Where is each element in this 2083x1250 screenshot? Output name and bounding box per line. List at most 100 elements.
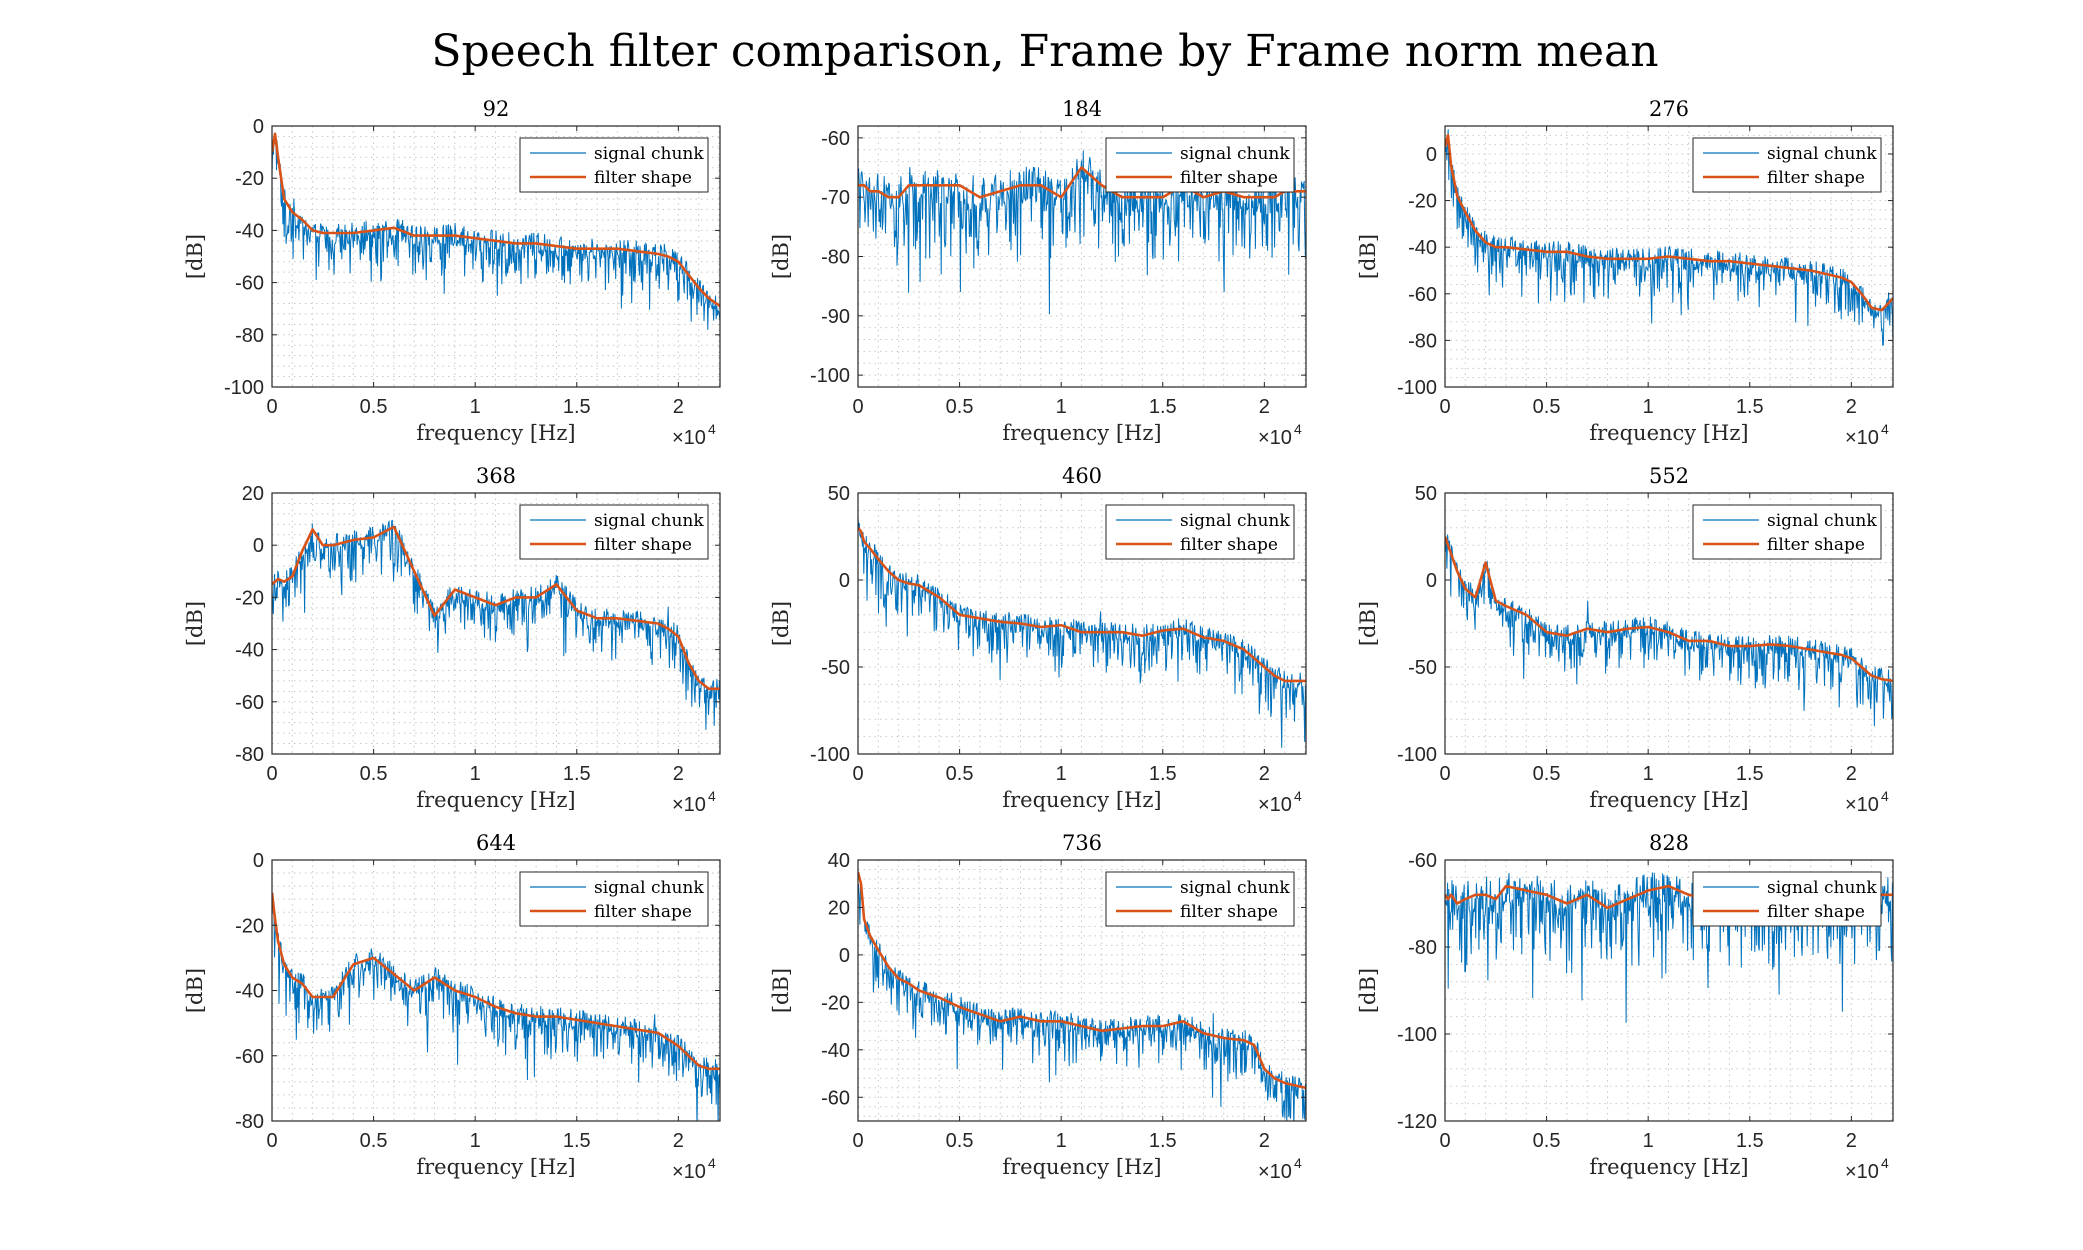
x-axis-label: frequency [Hz] — [416, 1155, 575, 1179]
subplot-title: 736 — [1062, 831, 1102, 855]
legend: signal chunk filter shape — [519, 871, 709, 927]
x-tick-label: 1.5 — [1149, 763, 1177, 785]
legend: signal chunk filter shape — [519, 137, 709, 193]
y-tick-label: -80 — [1408, 330, 1437, 352]
y-tick-label: -60 — [821, 1087, 850, 1109]
x-tick-label: 0.5 — [1533, 396, 1561, 418]
y-tick-label: 50 — [1415, 483, 1437, 505]
legend-label-signal: signal chunk — [1180, 878, 1290, 898]
x-tick-label: 1.5 — [1736, 763, 1764, 785]
y-tick-label: -20 — [1408, 191, 1437, 213]
y-tick-label: -20 — [235, 587, 264, 609]
x-axis-label: frequency [Hz] — [1589, 1155, 1748, 1179]
x-exponent-label: ×10 — [1258, 794, 1292, 816]
x-tick-label: 0 — [1439, 1130, 1450, 1152]
subplot-title: 368 — [476, 464, 516, 488]
y-tick-label: -20 — [235, 168, 264, 190]
y-tick-label: 0 — [253, 850, 264, 872]
y-tick-label: 20 — [242, 483, 264, 505]
filter-shape-line — [272, 892, 720, 1071]
y-tick-label: -100 — [1397, 377, 1437, 399]
axes-frame — [1444, 859, 1894, 1122]
x-tick-label: 0 — [1439, 763, 1450, 785]
x-tick-label: 0 — [266, 396, 277, 418]
axes-frame — [271, 125, 721, 388]
y-axis-label: [dB] — [183, 968, 207, 1013]
filter-shape-line — [858, 526, 1306, 683]
signal-chunk-line — [272, 897, 720, 1121]
legend-label-signal: signal chunk — [1767, 878, 1877, 898]
subplot-644: 0 0.5 1 1.5 2 0 -20 -40 -60 -80 644 frequency [Hz] ×… — [183, 831, 721, 1183]
y-tick-label: -100 — [1397, 1024, 1437, 1046]
axes-frame — [857, 859, 1307, 1122]
subplot-276: 0 0.5 1 1.5 2 0 -20 -40 -60 -80 -100 276 frequency [… — [1356, 97, 1894, 449]
legend: signal chunk filter shape — [1105, 504, 1295, 560]
y-tick-label: -60 — [235, 273, 264, 295]
x-exponent-power: 4 — [1881, 1155, 1889, 1171]
x-tick-label: 2 — [1259, 763, 1270, 785]
filter-shape-line — [858, 166, 1306, 199]
x-tick-label: 1 — [1643, 1130, 1654, 1152]
x-exponent-power: 4 — [1294, 1155, 1302, 1171]
x-tick-label: 0 — [852, 1130, 863, 1152]
x-tick-label: 1 — [470, 396, 481, 418]
y-axis-label: [dB] — [1356, 968, 1380, 1013]
x-tick-label: 0.5 — [946, 1130, 974, 1152]
x-tick-label: 0 — [852, 763, 863, 785]
x-tick-label: 1 — [1643, 763, 1654, 785]
x-exponent-label: ×10 — [1845, 794, 1879, 816]
filter-shape-line — [272, 525, 720, 691]
y-tick-label: 50 — [828, 483, 850, 505]
y-tick-label: -90 — [821, 306, 850, 328]
y-axis-label: [dB] — [769, 968, 793, 1013]
y-tick-label: -60 — [821, 128, 850, 150]
y-tick-label: -80 — [235, 1111, 264, 1133]
legend-box — [1692, 504, 1882, 560]
y-axis-label: [dB] — [1356, 601, 1380, 646]
legend-label-signal: signal chunk — [594, 144, 704, 164]
y-tick-label: -100 — [224, 377, 264, 399]
legend: signal chunk filter shape — [1692, 504, 1882, 560]
subplot-title: 92 — [483, 97, 510, 121]
x-axis-label: frequency [Hz] — [1002, 421, 1161, 445]
subplot-title: 552 — [1649, 464, 1689, 488]
x-tick-label: 1.5 — [563, 396, 591, 418]
y-tick-label: -60 — [235, 692, 264, 714]
x-exponent-label: ×10 — [1258, 1161, 1292, 1183]
x-tick-label: 1.5 — [1736, 1130, 1764, 1152]
x-axis-label: frequency [Hz] — [416, 421, 575, 445]
subplot-title: 460 — [1062, 464, 1102, 488]
y-tick-label: -40 — [821, 1040, 850, 1062]
subplot-title: 184 — [1062, 97, 1102, 121]
y-tick-label: 0 — [839, 570, 850, 592]
y-tick-label: 0 — [839, 945, 850, 967]
x-exponent-label: ×10 — [672, 794, 706, 816]
y-tick-label: 0 — [1426, 570, 1437, 592]
x-exponent-power: 4 — [1294, 421, 1302, 437]
x-exponent-label: ×10 — [672, 1161, 706, 1183]
y-tick-label: -100 — [810, 744, 850, 766]
x-tick-label: 2 — [673, 1130, 684, 1152]
x-tick-label: 1 — [470, 763, 481, 785]
legend-label-filter: filter shape — [594, 535, 692, 555]
legend-label-filter: filter shape — [1767, 168, 1865, 188]
y-axis-label: [dB] — [1356, 234, 1380, 279]
x-exponent-label: ×10 — [1258, 427, 1292, 449]
subplot-736: 0 0.5 1 1.5 2 40 20 0 -20 -40 -60 736 frequency [Hz]… — [769, 831, 1307, 1183]
x-exponent-power: 4 — [1881, 421, 1889, 437]
y-tick-label: -100 — [1397, 744, 1437, 766]
y-tick-label: -60 — [235, 1046, 264, 1068]
y-tick-label: 0 — [1426, 144, 1437, 166]
subplot-92: 0 0.5 1 1.5 2 0 -20 -40 -60 -80 -100 92 frequency [H… — [183, 97, 721, 449]
x-exponent-label: ×10 — [672, 427, 706, 449]
y-tick-label: -80 — [821, 247, 850, 269]
x-axis-label: frequency [Hz] — [1589, 421, 1748, 445]
subplot-828: 0 0.5 1 1.5 2 -60 -80 -100 -120 828 frequency [Hz]… — [1356, 831, 1894, 1183]
chart-title: Speech filter comparison, Frame by Frame… — [431, 26, 1658, 77]
y-tick-label: 20 — [828, 897, 850, 919]
legend: signal chunk filter shape — [1692, 871, 1882, 927]
legend: signal chunk filter shape — [1105, 137, 1295, 193]
legend-box — [1105, 137, 1295, 193]
